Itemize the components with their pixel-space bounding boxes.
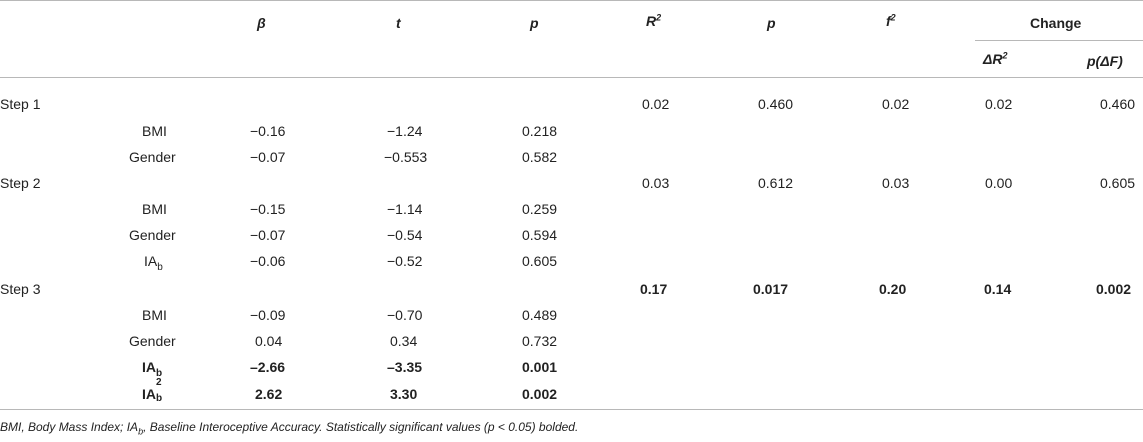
step-f2: 0.20 <box>879 281 907 297</box>
step-delta-r2: 0.02 <box>985 96 1013 112</box>
step-p-delta-f: 0.002 <box>1096 281 1132 297</box>
predictor-name: BMI <box>142 123 167 139</box>
step-label: Step 2 <box>0 175 41 191</box>
cell-t: –3.35 <box>387 359 423 375</box>
cell-t: −1.24 <box>387 123 423 139</box>
cell-beta: −0.06 <box>250 253 286 269</box>
table-footnote: BMI, Body Mass Index; IAb, Baseline Inte… <box>0 420 579 437</box>
header-rule <box>0 77 1143 78</box>
predictor-name: BMI <box>142 307 167 323</box>
step-f2: 0.03 <box>882 175 910 191</box>
cell-p: 0.489 <box>522 307 558 323</box>
cell-t: −0.70 <box>387 307 423 323</box>
step-r2: 0.17 <box>640 281 668 297</box>
step-p-delta-f: 0.460 <box>1100 96 1136 112</box>
cell-p: 0.002 <box>522 386 558 402</box>
cell-beta: –2.66 <box>250 359 286 375</box>
cell-beta: −0.16 <box>250 123 286 139</box>
cell-beta: −0.07 <box>250 149 286 165</box>
predictor-name: Gender <box>129 227 176 243</box>
step-label: Step 3 <box>0 281 41 297</box>
cell-p: 0.218 <box>522 123 558 139</box>
cell-t: 3.30 <box>390 386 418 402</box>
cell-beta: −0.07 <box>250 227 286 243</box>
step-p: 0.460 <box>758 96 794 112</box>
header-p-delta-f: p(ΔF) <box>1087 53 1123 69</box>
cell-beta: −0.09 <box>250 307 286 323</box>
cell-p: 0.605 <box>522 253 558 269</box>
cell-beta: 0.04 <box>255 333 283 349</box>
cell-p: 0.001 <box>522 359 558 375</box>
header-beta: β <box>257 15 266 31</box>
cell-p: 0.259 <box>522 201 558 217</box>
step-p-delta-f: 0.605 <box>1100 175 1136 191</box>
top-rule <box>0 0 1143 1</box>
step-f2: 0.02 <box>882 96 910 112</box>
step-p: 0.017 <box>753 281 789 297</box>
header-delta-r2: ΔR2 <box>983 50 1008 67</box>
change-subrule <box>975 40 1143 41</box>
header-r2: R2 <box>646 12 662 29</box>
cell-beta: 2.62 <box>255 386 283 402</box>
cell-t: −0.54 <box>387 227 423 243</box>
cell-t: −0.553 <box>384 149 428 165</box>
header-p-model: p <box>767 15 776 31</box>
predictor-name: Gender <box>129 333 176 349</box>
header-t: t <box>396 15 401 31</box>
predictor-name: BMI <box>142 201 167 217</box>
predictor-name: IAb <box>142 359 163 379</box>
step-delta-r2: 0.00 <box>985 175 1013 191</box>
cell-t: −0.52 <box>387 253 423 269</box>
predictor-name: IA 2 b <box>142 377 163 404</box>
cell-beta: −0.15 <box>250 201 286 217</box>
cell-t: 0.34 <box>390 333 418 349</box>
step-label: Step 1 <box>0 96 41 112</box>
bottom-rule <box>0 409 1143 410</box>
step-r2: 0.02 <box>642 96 670 112</box>
header-change: Change <box>1030 15 1082 31</box>
cell-p: 0.594 <box>522 227 558 243</box>
step-p: 0.612 <box>758 175 794 191</box>
step-delta-r2: 0.14 <box>984 281 1012 297</box>
step-r2: 0.03 <box>642 175 670 191</box>
cell-p: 0.582 <box>522 149 558 165</box>
cell-t: −1.14 <box>387 201 423 217</box>
header-p: p <box>530 15 539 31</box>
cell-p: 0.732 <box>522 333 558 349</box>
predictor-name: Gender <box>129 149 176 165</box>
header-f2: f2 <box>886 12 896 29</box>
predictor-name: IAb <box>144 253 163 273</box>
